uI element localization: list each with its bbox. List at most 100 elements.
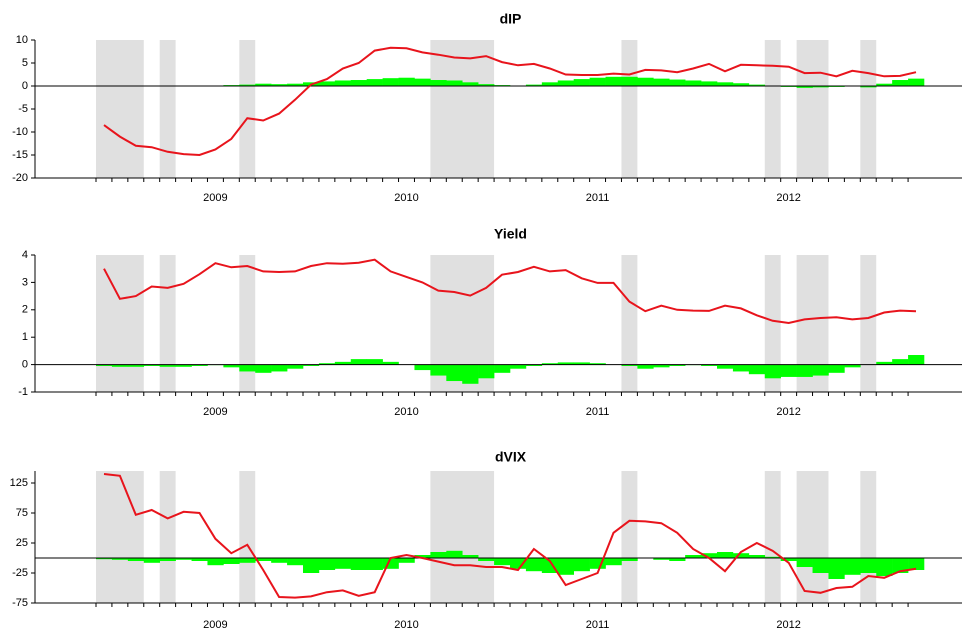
bar [255, 364, 272, 373]
bar [111, 558, 129, 560]
shaded-period [430, 40, 495, 178]
bar [908, 558, 925, 570]
y-tick-label: 5 [22, 57, 28, 69]
y-tick-label: 2 [22, 304, 28, 316]
bar [350, 359, 367, 365]
x-tick-label: 2010 [394, 406, 418, 418]
shaded-period [796, 471, 829, 603]
shaded-period [860, 40, 877, 178]
bar [159, 558, 176, 561]
bar [653, 558, 670, 560]
bar [223, 558, 240, 564]
shaded-period [239, 255, 256, 392]
bar [717, 364, 734, 369]
y-tick-label: 4 [22, 249, 28, 261]
bar [207, 558, 224, 566]
bar [812, 364, 829, 376]
bar [796, 558, 813, 567]
shaded-period [860, 255, 877, 392]
y-tick-label: -5 [18, 103, 28, 115]
bar [191, 558, 208, 561]
bar [621, 76, 638, 86]
y-tick-label: 25 [16, 537, 28, 549]
bar [318, 81, 336, 86]
bar [844, 364, 861, 368]
bar [478, 558, 495, 561]
bar [366, 79, 383, 86]
bar [605, 558, 622, 566]
bar [764, 364, 781, 379]
bar [669, 79, 686, 86]
bar [557, 558, 574, 575]
bar [127, 364, 145, 367]
bar [334, 558, 352, 569]
bar [748, 364, 766, 375]
bar [876, 361, 893, 365]
bar [287, 364, 304, 369]
line [103, 258, 917, 325]
bar [892, 558, 909, 573]
y-tick-label: -1 [18, 386, 28, 398]
bar [589, 363, 606, 365]
bar [541, 363, 559, 365]
shaded-period [764, 471, 781, 603]
bar [127, 558, 145, 561]
x-tick-label: 2012 [776, 192, 800, 204]
shaded-period [96, 255, 144, 392]
bar [271, 84, 288, 86]
x-tick-label: 2011 [586, 192, 610, 204]
shaded-period [239, 40, 256, 178]
shaded-period [430, 471, 495, 603]
bar [717, 552, 734, 558]
bar [96, 558, 113, 560]
x-tick-label: 2009 [203, 619, 227, 631]
bar [828, 558, 845, 579]
bar [525, 364, 543, 366]
bar [287, 558, 304, 566]
bar [621, 364, 638, 366]
panel-title: dVIX [495, 449, 527, 465]
bar [812, 558, 829, 573]
bar [764, 556, 781, 558]
bar [780, 558, 797, 561]
y-tick-label: 1 [22, 331, 28, 343]
bar [366, 558, 383, 570]
shaded-period [860, 471, 877, 603]
bar [685, 555, 702, 558]
shaded-period [796, 40, 829, 178]
bar [908, 78, 925, 86]
bar [287, 83, 304, 86]
bar [573, 362, 590, 365]
x-tick-label: 2012 [776, 619, 800, 631]
bar [462, 364, 479, 384]
bar [303, 364, 320, 366]
bar [430, 552, 447, 558]
shaded-period [621, 40, 638, 178]
bar [621, 558, 638, 561]
panel-title: Yield [494, 226, 527, 242]
bar [589, 77, 606, 86]
bar [557, 80, 574, 86]
bar [350, 558, 367, 570]
bar [446, 80, 463, 86]
bar [478, 84, 495, 86]
y-tick-label: -15 [12, 149, 28, 161]
bar [462, 555, 479, 558]
bar [573, 79, 590, 86]
bar [653, 78, 670, 86]
bar [191, 364, 208, 366]
bar [701, 81, 718, 86]
y-tick-label: -75 [12, 597, 28, 609]
bar [398, 558, 415, 563]
bar [796, 364, 813, 377]
bar [111, 364, 129, 367]
bar [908, 355, 925, 365]
shaded-period [159, 471, 176, 603]
bar [239, 558, 256, 563]
x-tick-label: 2009 [203, 406, 227, 418]
shaded-period [159, 40, 176, 178]
bar [717, 82, 734, 86]
bar [541, 82, 559, 86]
bar [812, 86, 829, 88]
